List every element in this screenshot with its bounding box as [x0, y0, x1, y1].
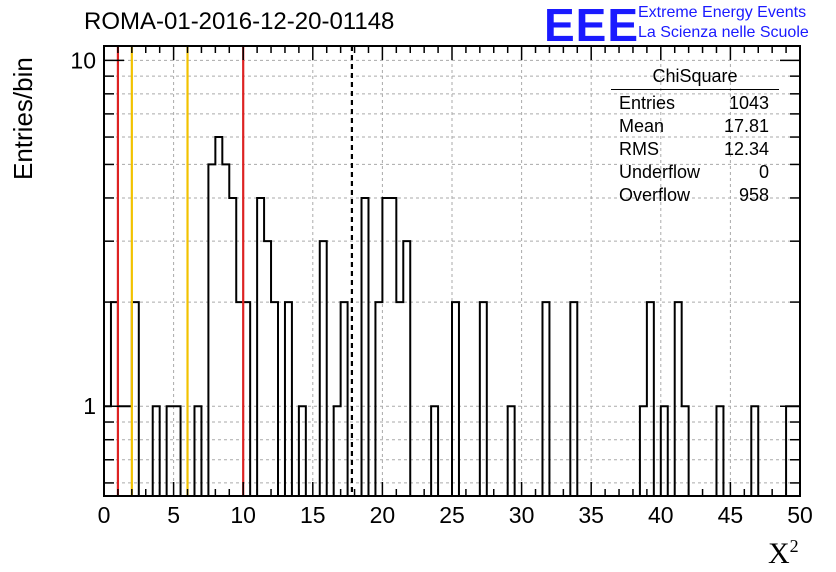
- histogram-bin: [299, 406, 306, 496]
- histogram-bin: [362, 198, 369, 496]
- x-axis-label-base: X: [768, 537, 790, 570]
- stats-row-underflow: Underflow 0: [611, 161, 779, 184]
- histogram-bin: [174, 406, 181, 496]
- histogram-bin: [215, 137, 222, 496]
- histogram-bin: [334, 406, 341, 496]
- stats-value: 0: [758, 162, 769, 182]
- histogram-bin: [375, 302, 382, 496]
- histogram-bin: [320, 241, 327, 496]
- histogram-bin: [153, 406, 160, 496]
- stats-row-entries: Entries 1043: [611, 92, 779, 115]
- histogram-bin: [271, 302, 278, 496]
- histogram-bin: [229, 198, 236, 496]
- histogram-bin: [222, 164, 229, 496]
- x-axis-label-superscript: 2: [789, 536, 799, 556]
- stats-value: 12.34: [723, 139, 769, 159]
- histogram-bin: [396, 302, 403, 496]
- stats-title: ChiSquare: [611, 66, 779, 90]
- stats-box: ChiSquare Entries 1043 Mean 17.81 RMS 12.34…: [611, 66, 779, 207]
- x-axis-label: X2: [768, 536, 799, 571]
- x-tick-label: 5: [167, 502, 180, 528]
- histogram-bin: [452, 302, 459, 496]
- y-tick-label: 1: [83, 393, 96, 419]
- histogram-bin: [194, 406, 201, 496]
- stats-label: Overflow: [619, 185, 691, 205]
- histogram-bin: [389, 198, 396, 496]
- x-tick-label: 35: [578, 502, 604, 528]
- x-tick-label: 45: [718, 502, 744, 528]
- histogram-bin: [382, 198, 389, 496]
- stats-row-mean: Mean 17.81: [611, 115, 779, 138]
- stats-value: 1043: [728, 93, 769, 113]
- eee-logo: EEE: [544, 0, 640, 51]
- histogram-bin: [341, 302, 348, 496]
- histogram-bin: [570, 302, 577, 496]
- histogram-bin: [661, 406, 668, 496]
- run-title: ROMA-01-2016-12-20-01148: [84, 8, 395, 35]
- histogram-bin: [647, 302, 654, 496]
- y-axis-label: Entries/bin: [8, 57, 38, 180]
- histogram-bin: [542, 302, 549, 496]
- stats-row-overflow: Overflow 958: [611, 184, 779, 207]
- stats-value: 17.81: [723, 116, 769, 136]
- stats-value: 958: [738, 185, 769, 205]
- histogram-bin: [640, 406, 647, 496]
- histogram-bin: [675, 302, 682, 496]
- stats-label: RMS: [619, 139, 659, 159]
- x-tick-label: 50: [787, 502, 813, 528]
- histogram-bin: [264, 241, 271, 496]
- histogram-bin: [167, 406, 174, 496]
- x-tick-label: 15: [300, 502, 326, 528]
- stats-label: Underflow: [619, 162, 701, 182]
- histogram-bin: [751, 406, 758, 496]
- histogram-bin: [208, 164, 215, 496]
- y-tick-label: 10: [70, 47, 96, 73]
- histogram-bin: [480, 302, 487, 496]
- histogram-bin: [431, 406, 438, 496]
- x-tick-label: 10: [230, 502, 256, 528]
- stats-label: Mean: [619, 116, 665, 136]
- histogram-bin: [508, 406, 515, 496]
- histogram-bin: [285, 302, 292, 496]
- x-tick-label: 30: [509, 502, 535, 528]
- x-tick-label: 40: [648, 502, 674, 528]
- logo-caption-line2: La Scienza nelle Scuole: [638, 24, 809, 41]
- histogram-bin: [403, 241, 410, 496]
- histogram-bin: [257, 198, 264, 496]
- histogram-bin: [682, 406, 689, 496]
- stats-row-rms: RMS 12.34: [611, 138, 779, 161]
- histogram-bin: [716, 406, 723, 496]
- x-tick-label: 25: [439, 502, 465, 528]
- logo-caption-line1: Extreme Energy Events: [638, 4, 807, 21]
- x-tick-label: 20: [370, 502, 396, 528]
- stats-label: Entries: [619, 93, 676, 113]
- x-tick-label: 0: [98, 502, 111, 528]
